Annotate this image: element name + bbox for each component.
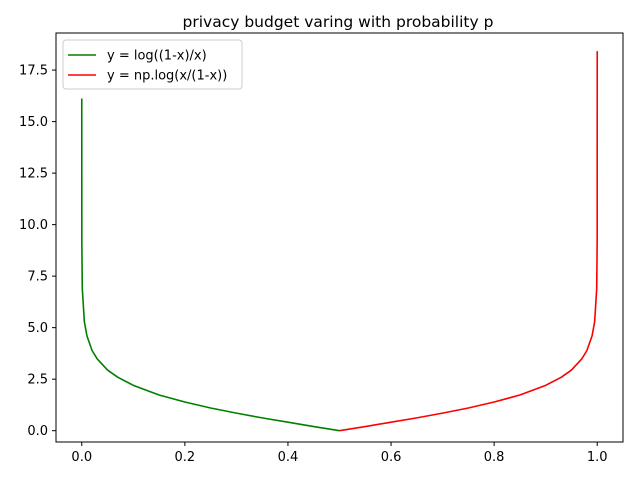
y-tick-label: 12.5 <box>19 167 48 182</box>
legend-box <box>62 39 243 90</box>
x-tick-label: 0.8 <box>484 450 505 465</box>
series-layer <box>80 51 599 432</box>
x-tick-label: 0.6 <box>381 450 402 465</box>
x-tick-label: 0.2 <box>175 450 196 465</box>
y-tick-label: 10.0 <box>19 218 48 233</box>
y-tick-label: 2.5 <box>27 373 48 388</box>
x-tick-label: 0.0 <box>71 450 92 465</box>
y-tick-label: 7.5 <box>27 270 48 285</box>
x-tick-label: 1.0 <box>587 450 608 465</box>
plot-area <box>56 33 623 442</box>
y-tick-label: 0.0 <box>27 424 48 439</box>
axes-frame <box>55 32 624 443</box>
chart-title: privacy budget varing with probability p <box>183 13 494 31</box>
series-line-2 <box>339 51 599 432</box>
y-tick-label: 15.0 <box>19 115 48 130</box>
series-line-1 <box>80 98 340 432</box>
axes-layer: 0.0 0.2 0.4 0.6 0.8 1.0 0.0 2.5 5.0 7.5 10.0 12.5 15… <box>19 32 624 465</box>
legend: y = log((1-x)/x) y = np.log(x/(1-x)) <box>62 39 243 90</box>
y-tick-label: 5.0 <box>27 321 48 336</box>
legend-label-1: y = log((1-x)/x) <box>107 49 207 64</box>
x-tick-label: 0.4 <box>278 450 299 465</box>
legend-label-2: y = np.log(x/(1-x)) <box>107 69 227 84</box>
y-tick-label: 17.5 <box>19 64 48 79</box>
